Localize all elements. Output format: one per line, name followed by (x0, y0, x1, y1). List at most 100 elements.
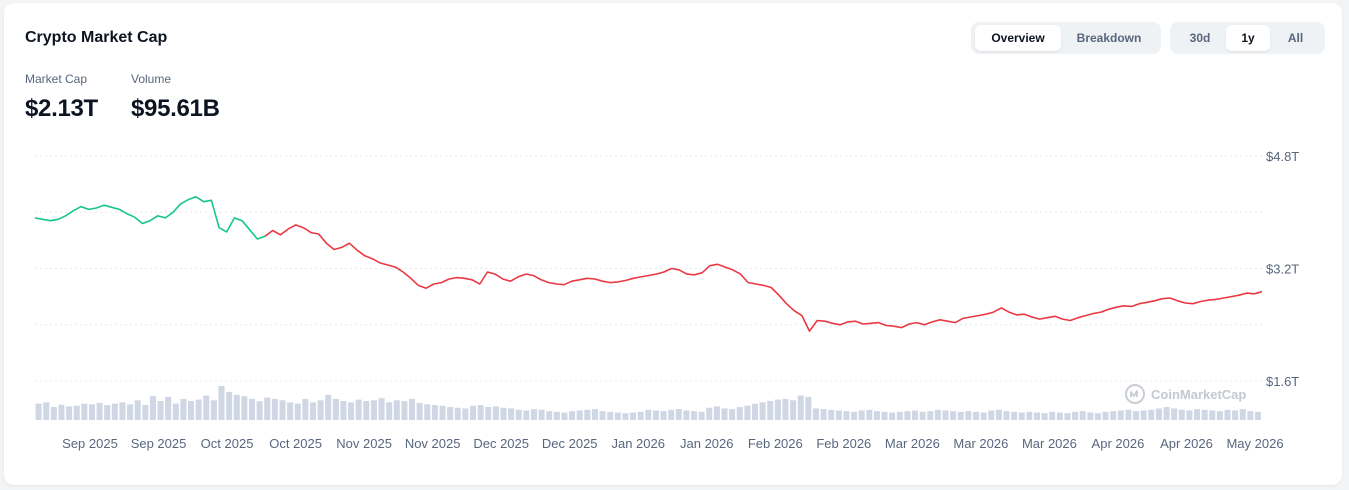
overview-tab[interactable]: Overview (975, 25, 1061, 51)
volume-bar (188, 400, 195, 420)
volume-bar (927, 411, 934, 420)
x-tick-label: May 2026 (1226, 436, 1283, 451)
y-tick-label: $3.2T (1266, 262, 1299, 277)
range-all-button[interactable]: All (1287, 31, 1304, 45)
coinmarketcap-watermark: CoinMarketCap (1125, 384, 1246, 404)
volume-bar (1079, 411, 1086, 420)
volume-bar (721, 408, 728, 420)
volume-bar (462, 408, 469, 420)
volume-bar (1056, 412, 1063, 420)
volume-bar (1125, 409, 1132, 420)
range-1y-button[interactable]: 1y (1226, 25, 1270, 51)
x-tick-label: Apr 2026 (1160, 436, 1213, 451)
volume-bar (744, 405, 751, 420)
volume-bar (1140, 410, 1147, 420)
volume-bar (104, 405, 111, 420)
volume-bar (88, 404, 95, 420)
volume-bar (172, 403, 179, 420)
volume-bar (866, 409, 873, 420)
volume-bar (1232, 410, 1239, 420)
x-tick-label: Nov 2025 (405, 436, 461, 451)
volume-bar (508, 408, 515, 420)
x-tick-label: Mar 2026 (1022, 436, 1077, 451)
volume-bar (790, 400, 797, 420)
volume-bar (134, 400, 141, 420)
volume-bar (1186, 410, 1193, 420)
volume-bar (1216, 411, 1223, 420)
volume-bar (492, 406, 499, 420)
volume-bar (1239, 409, 1246, 420)
volume-bar (546, 411, 553, 420)
volume-bar (210, 400, 217, 420)
volume-bar (957, 411, 964, 420)
market-cap-card: Crypto Market Cap Market Cap $2.13T Volu… (4, 3, 1342, 485)
volume-bar (233, 394, 240, 420)
volume-bar (447, 407, 454, 420)
volume-bar (348, 402, 355, 420)
volume-bar (409, 398, 416, 420)
volume-bar (96, 403, 103, 420)
volume-bar (180, 398, 187, 420)
volume-bar (995, 409, 1002, 420)
volume-bar (111, 403, 118, 420)
volume-bar (73, 405, 80, 420)
volume-bar (1254, 411, 1261, 420)
volume-bar (607, 411, 614, 420)
volume-label: Volume (131, 72, 172, 86)
volume-bar (1155, 408, 1162, 420)
volume-bar (386, 402, 393, 420)
volume-bar (500, 407, 507, 420)
volume-bar (683, 410, 690, 420)
volume-bar (363, 400, 370, 420)
breakdown-tab[interactable]: Breakdown (1076, 31, 1142, 45)
volume-bars (35, 386, 1261, 420)
volume-bar (1209, 410, 1216, 420)
y-tick-label: $4.8T (1266, 149, 1299, 164)
volume-bar (988, 410, 995, 420)
volume-bar (934, 409, 941, 420)
volume-bar (652, 410, 659, 420)
volume-bar (35, 403, 42, 420)
volume-bar (675, 409, 682, 420)
volume-bar (1224, 409, 1231, 420)
volume-bar (1011, 411, 1018, 420)
volume-bar (401, 400, 408, 420)
coinmarketcap-logo-icon (1125, 384, 1145, 404)
volume-bar (637, 411, 644, 420)
volume-bar (858, 410, 865, 420)
volume-bar (530, 409, 537, 420)
volume-value: $95.61B (131, 95, 220, 122)
volume-bar (58, 404, 65, 420)
watermark-text: CoinMarketCap (1151, 387, 1246, 402)
chart-gridlines (35, 155, 1262, 382)
volume-bar (431, 405, 438, 420)
volume-bar (660, 411, 667, 420)
volume-bar (165, 396, 172, 420)
volume-bar (1033, 412, 1040, 420)
volume-bar (622, 413, 629, 420)
volume-bar (698, 411, 705, 420)
volume-bar (416, 403, 423, 420)
volume-bar (668, 409, 675, 420)
volume-bar (912, 410, 919, 420)
volume-bar (218, 386, 225, 420)
volume-bar (149, 396, 156, 420)
x-tick-label: Feb 2026 (748, 436, 803, 451)
x-tick-label: Apr 2026 (1092, 436, 1145, 451)
market-cap-line-up (34, 196, 266, 240)
volume-bar (50, 407, 57, 420)
volume-bar (271, 398, 278, 420)
market-cap-label: Market Cap (25, 72, 88, 86)
volume-bar (393, 400, 400, 420)
volume-bar (751, 403, 759, 420)
volume-bar (881, 411, 888, 420)
range-30d-button[interactable]: 30d (1189, 31, 1211, 45)
volume-bar (1049, 411, 1056, 420)
volume-bar (325, 394, 332, 420)
volume-bar (1041, 413, 1048, 420)
volume-bar (523, 410, 530, 420)
volume-bar (203, 395, 210, 420)
volume-bar (477, 405, 484, 420)
volume-bar (759, 402, 766, 420)
volume-bar (485, 407, 492, 420)
